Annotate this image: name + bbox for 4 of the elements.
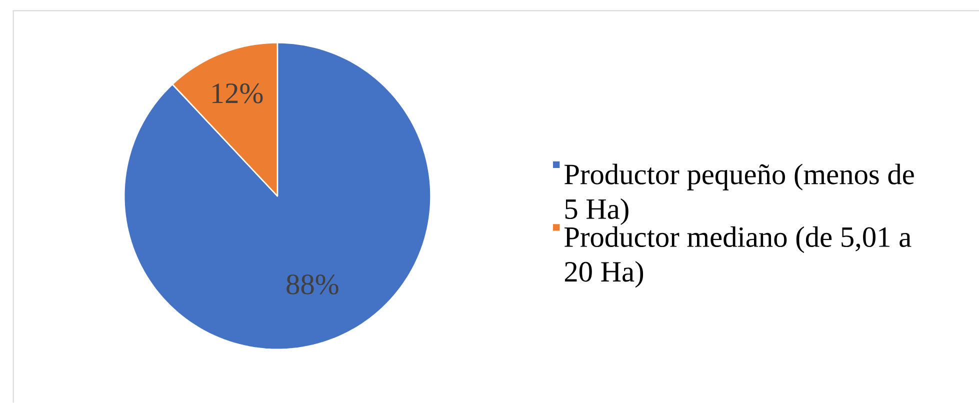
data-label: 88%	[286, 274, 338, 295]
data-label: 12%	[212, 84, 263, 104]
legend-label: Productor mediano (de 5,01 a 20 Ha)	[564, 226, 912, 288]
legend-label: Productor pequeño (menos de 5 Ha)	[564, 164, 914, 226]
